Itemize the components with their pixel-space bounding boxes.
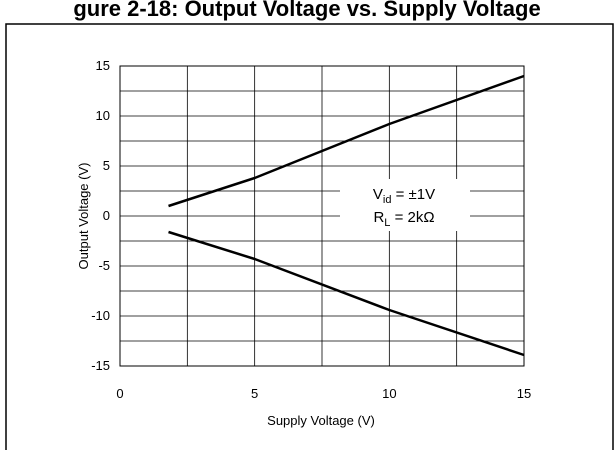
y-tick-label: 15: [96, 58, 110, 73]
series-layer: [168, 74, 525, 357]
y-tick-label: 10: [96, 108, 110, 123]
y-tick-labels: 15 10 5 0 -5 -10 -15: [91, 58, 110, 373]
y-axis-label: Output Voltage (V): [76, 163, 91, 270]
annotation-background: [340, 179, 470, 231]
plot-area-border: [119, 65, 525, 367]
annotation-rl: RL = 2kΩ: [373, 209, 434, 229]
x-tick-labels: 0 5 10 15: [116, 386, 531, 401]
x-tick-label: 15: [517, 386, 531, 401]
figure-title: gure 2-18: Output Voltage vs. Supply Vol…: [73, 0, 541, 21]
y-tick-label: 0: [103, 208, 110, 223]
annotation-vid: Vid = ±1V: [373, 186, 435, 206]
x-tick-label: 5: [251, 386, 258, 401]
x-axis-label: Supply Voltage (V): [267, 413, 375, 428]
figure-frame: [5, 23, 614, 450]
x-tick-label: 10: [382, 386, 396, 401]
y-tick-label: 5: [103, 158, 110, 173]
y-tick-label: -5: [98, 258, 110, 273]
y-tick-label: -15: [91, 358, 110, 373]
x-tick-label: 0: [116, 386, 123, 401]
y-tick-label: -10: [91, 308, 110, 323]
series-line-2: [168, 230, 525, 357]
series-line-1: [168, 74, 525, 208]
